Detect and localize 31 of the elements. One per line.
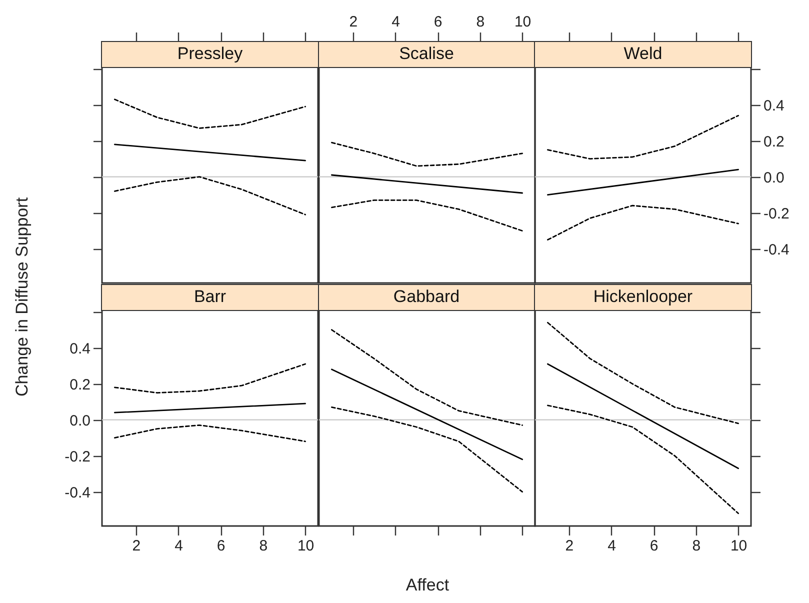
x-tick-label: 10 — [297, 538, 314, 554]
x-axis-title: Affect — [405, 576, 449, 594]
x-tick-label: 4 — [174, 538, 183, 554]
y-tick-label: -0.4 — [64, 484, 90, 502]
x-tick-label: 6 — [216, 538, 226, 554]
line-series — [114, 363, 306, 394]
y-tick-label: -0.2 — [64, 448, 90, 466]
x-tick-label: 2 — [565, 538, 574, 554]
x-tick-label: 6 — [650, 538, 658, 554]
line-series — [114, 424, 306, 442]
y-tick-label: 0.2 — [70, 376, 90, 394]
x-tick-label: 8 — [476, 14, 484, 30]
y-axis-title: Change in Diffuse Support — [12, 197, 32, 397]
line-series — [547, 204, 739, 240]
line-series — [547, 114, 739, 160]
x-tick-label: 2 — [348, 14, 358, 30]
x-tick-label: 4 — [608, 538, 616, 554]
x-tick-label: 4 — [391, 14, 400, 30]
x-tick-label: 2 — [132, 538, 141, 554]
x-tick-label: 8 — [259, 538, 268, 554]
y-tick-label: -0.2 — [764, 205, 790, 222]
y-tick-label: 0.0 — [70, 412, 90, 430]
y-tick-label: 0.0 — [764, 169, 784, 186]
x-tick-label: 10 — [514, 14, 531, 30]
x-tick-label: 8 — [692, 538, 701, 554]
y-tick-label: -0.4 — [764, 241, 790, 258]
x-tick-label: 10 — [730, 538, 748, 554]
x-tick-label: 6 — [433, 14, 442, 30]
y-tick-label: 0.2 — [764, 133, 784, 150]
y-tick-label: 0.4 — [70, 340, 90, 358]
y-tick-label: 0.4 — [764, 97, 784, 114]
